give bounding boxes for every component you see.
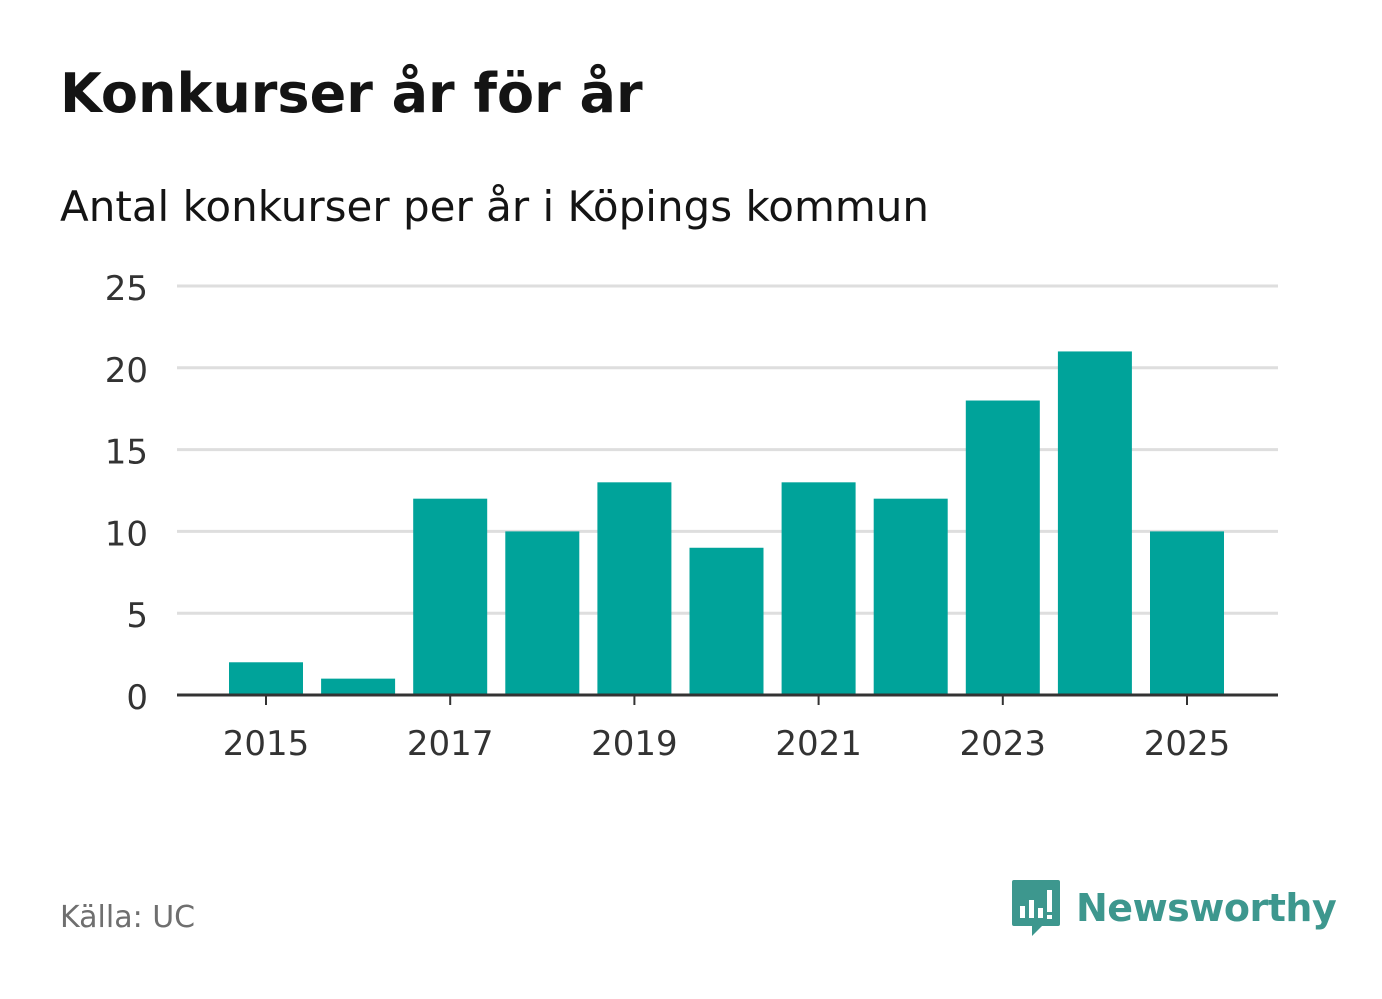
brand-name: Newsworthy	[1076, 886, 1337, 930]
bar	[689, 547, 764, 695]
x-tick-label: 2023	[960, 724, 1047, 764]
bar	[781, 482, 856, 695]
y-tick-label: 10	[105, 514, 148, 554]
bar	[965, 400, 1040, 695]
bar	[505, 531, 580, 695]
y-tick-label: 15	[105, 433, 148, 473]
y-tick-label: 25	[105, 269, 148, 309]
bar	[1057, 351, 1132, 695]
y-tick-label: 5	[126, 596, 148, 636]
y-tick-label: 0	[126, 678, 148, 718]
x-tick-label: 2015	[223, 724, 310, 764]
x-tick-label: 2021	[775, 724, 862, 764]
x-tick-label: 2019	[591, 724, 678, 764]
x-tick-label: 2017	[407, 724, 494, 764]
newsworthy-logo-icon	[1012, 880, 1060, 936]
bar	[1150, 531, 1224, 695]
bar	[229, 662, 303, 695]
bar	[597, 482, 672, 695]
x-tick-label: 2025	[1144, 724, 1231, 764]
bar	[321, 678, 396, 695]
y-tick-label: 20	[105, 351, 148, 391]
chart-subtitle: Antal konkurser per år i Köpings kommun	[60, 182, 930, 231]
bar	[413, 498, 488, 695]
chart-title: Konkurser år för år	[60, 62, 643, 125]
brand-logo: Newsworthy	[1010, 878, 1337, 938]
bar	[873, 498, 948, 695]
source-note: Källa: UC	[60, 900, 196, 935]
